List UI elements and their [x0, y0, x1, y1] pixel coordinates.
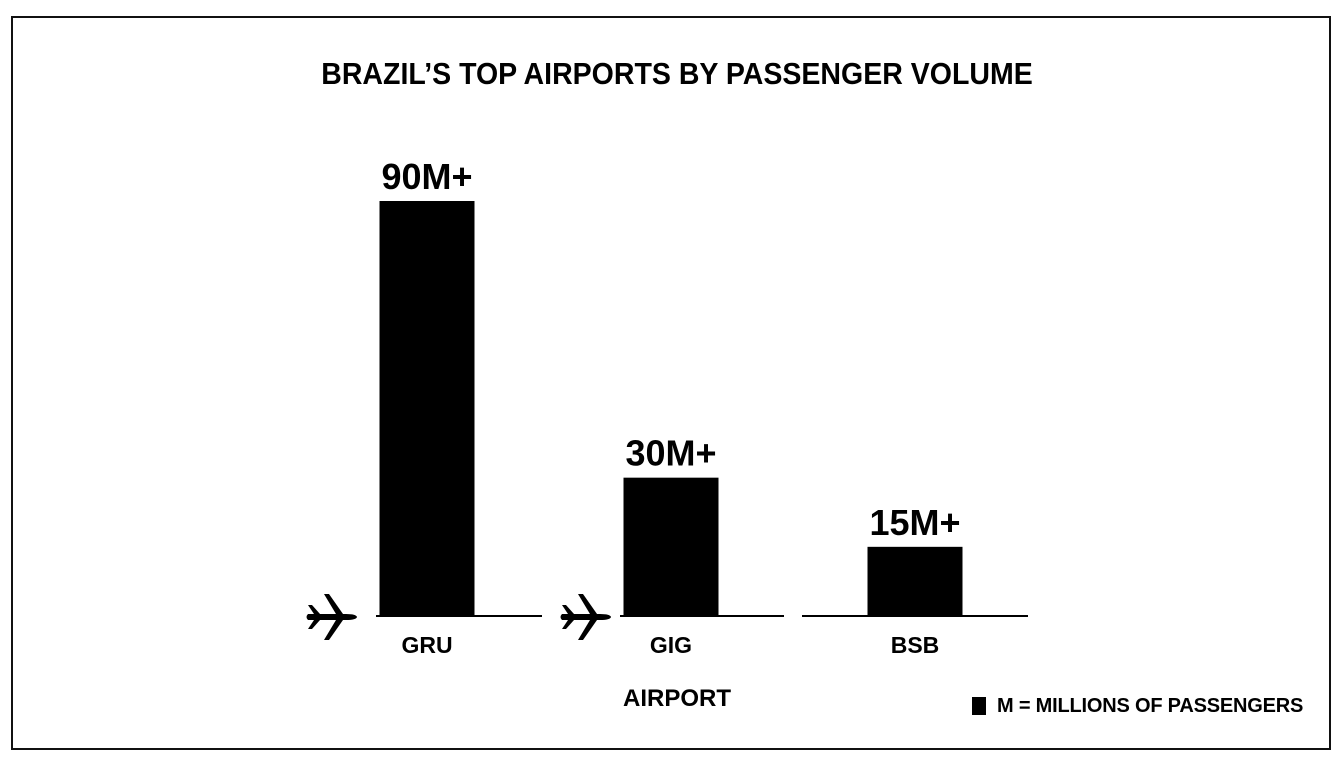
x-axis-title: AIRPORT [623, 685, 731, 712]
value-label-gig: 30M+ [625, 433, 716, 474]
tick-label-bsb: BSB [891, 632, 940, 658]
chart-title: BRAZIL’S TOP AIRPORTS BY PASSENGER VOLUM… [321, 56, 1033, 91]
tick-label-gru: GRU [401, 632, 452, 658]
icons-group [306, 594, 611, 640]
bar-gru [379, 201, 475, 616]
legend-swatch [972, 697, 986, 715]
chart-frame [11, 16, 1331, 750]
airplane-icon [560, 594, 611, 640]
bar-gig [623, 477, 719, 616]
legend: M = MILLIONS OF PASSENGERS [972, 693, 1303, 719]
legend-text: M = MILLIONS OF PASSENGERS [997, 694, 1304, 717]
bar-bsb [867, 546, 963, 616]
value-label-gru: 90M+ [381, 156, 472, 197]
tick-label-gig: GIG [650, 632, 692, 658]
airplane-icon [306, 594, 357, 640]
value-label-bsb: 15M+ [869, 502, 960, 543]
bars-group [379, 201, 963, 616]
labels-group: 90M+ GRU 30M+ GIG 15M+ BSB [381, 156, 960, 658]
